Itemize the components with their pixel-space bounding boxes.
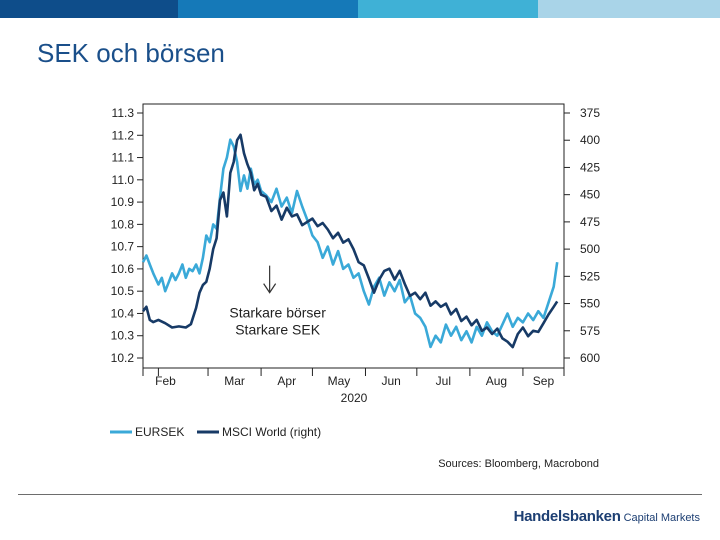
right-axis-tick-label: 450: [580, 188, 600, 202]
right-axis-tick-label: 475: [580, 215, 600, 229]
x-axis-tick-label: Mar: [224, 374, 245, 388]
left-axis-tick-label: 10.5: [111, 284, 135, 298]
legend-label: MSCI World (right): [222, 425, 321, 439]
brand-name: Handelsbanken: [513, 508, 621, 525]
left-axis-tick-label: 10.8: [111, 217, 135, 231]
top-color-bar: [0, 0, 720, 18]
x-axis-tick-label: Jul: [436, 374, 451, 388]
right-axis-tick-label: 500: [580, 242, 600, 256]
brand-logo: Handelsbanken Capital Markets: [514, 508, 700, 526]
left-axis-tick-label: 10.2: [111, 351, 135, 365]
x-axis-label: 2020: [341, 391, 368, 405]
x-axis-tick-label: Sep: [533, 374, 555, 388]
left-axis-tick-label: 11.3: [112, 106, 135, 120]
left-axis-tick-label: 10.3: [111, 329, 135, 343]
x-axis-tick-label: Aug: [486, 374, 507, 388]
right-axis-tick-label: 400: [580, 133, 600, 147]
x-axis-tick-label: May: [328, 374, 351, 388]
left-axis-tick-label: 10.4: [111, 306, 135, 320]
brand-suffix: Capital Markets: [623, 512, 700, 524]
left-axis-tick-label: 11.1: [112, 151, 135, 165]
top-bar-segment-3: [358, 0, 538, 18]
plot-frame: [142, 103, 565, 369]
series-line-msci-world: [141, 133, 559, 349]
left-axis-tick-label: 11.0: [112, 173, 135, 187]
left-axis-tick-label: 10.9: [111, 195, 135, 209]
source-note: Sources: Bloomberg, Macrobond: [438, 458, 599, 470]
legend-label: EURSEK: [135, 425, 184, 439]
annotation-line-2: Starkare SEK: [235, 322, 320, 338]
left-axis-tick-label: 11.2: [112, 128, 135, 142]
right-axis-tick-label: 525: [580, 269, 600, 283]
annotation-line-1: Starkare börser: [229, 305, 326, 321]
left-axis-tick-label: 10.6: [111, 262, 135, 276]
top-bar-segment-1: [0, 0, 178, 18]
annotation-arrow-head: [263, 283, 277, 294]
footer-divider: [18, 494, 702, 495]
right-axis-tick-label: 550: [580, 297, 600, 311]
series-line-eursek: [141, 138, 559, 349]
right-axis-tick-label: 575: [580, 324, 600, 338]
x-axis-tick-label: Feb: [155, 374, 176, 388]
right-axis-tick-label: 375: [580, 106, 600, 120]
right-axis-tick-label: 425: [580, 160, 600, 174]
top-bar-segment-2: [178, 0, 358, 18]
left-axis-tick-label: 10.7: [111, 240, 135, 254]
x-axis-tick-label: Jun: [381, 374, 400, 388]
x-axis-tick-label: Apr: [277, 374, 296, 388]
right-axis-tick-label: 600: [580, 351, 600, 365]
slide-title: SEK och börsen: [37, 38, 225, 68]
top-bar-segment-4: [538, 0, 720, 18]
